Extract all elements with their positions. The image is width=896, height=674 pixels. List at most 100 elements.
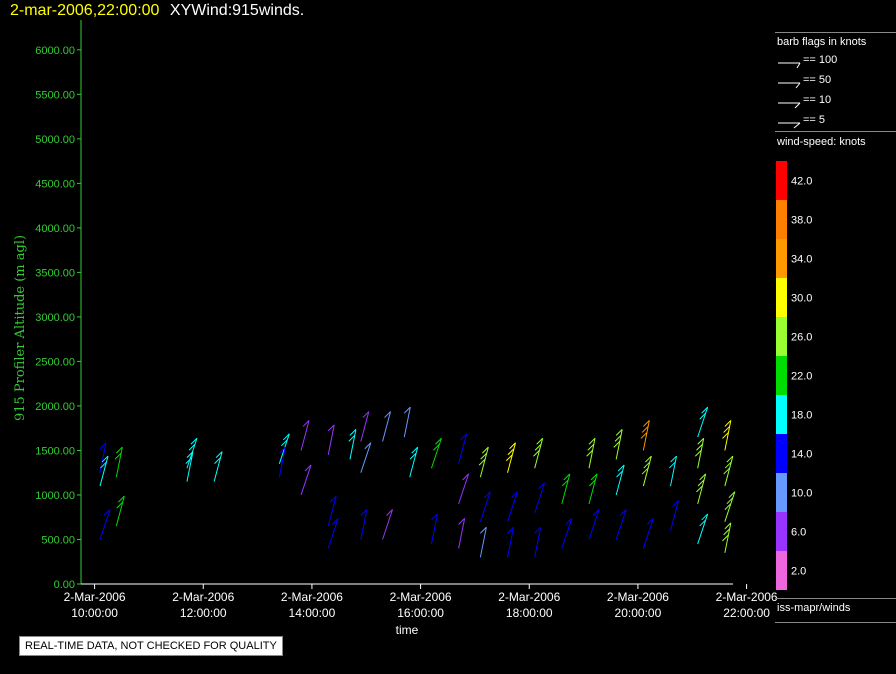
wind-barb	[360, 442, 372, 473]
wind-barb-feather	[186, 451, 194, 458]
wind-barb	[615, 464, 625, 496]
wind-barb-staff	[642, 420, 650, 451]
wind-barb	[458, 473, 470, 505]
x-tick-time: 22:00:00	[723, 606, 770, 620]
colorbar-label: 38.0	[791, 215, 812, 227]
wind-barb-feather	[348, 435, 356, 442]
wind-barb-feather	[100, 461, 107, 469]
wind-barb-staff	[670, 500, 679, 531]
wind-barb-staff	[534, 527, 542, 558]
wind-barb-feather	[114, 452, 122, 460]
y-tick-label: 1500.00	[35, 445, 75, 457]
x-tick-date: 2-Mar-2006	[607, 590, 669, 604]
colorbar-swatch	[776, 395, 787, 434]
wind-barb-feather	[462, 473, 469, 481]
wind-barb-feather	[699, 519, 707, 527]
wind-barb-feather	[327, 424, 335, 432]
wind-barb-staff	[115, 496, 125, 527]
wind-barb-feather	[728, 491, 736, 499]
colorbar-label: 42.0	[791, 176, 812, 188]
y-tick-label: 2000.00	[35, 401, 75, 413]
wind-barb-feather	[101, 455, 109, 463]
colorbar-label: 26.0	[791, 332, 812, 344]
wind-barb-staff	[115, 447, 123, 478]
wind-barb-feather	[349, 429, 357, 436]
wind-barb-feather	[360, 509, 368, 516]
wind-barb	[586, 437, 596, 469]
wind-barb-staff	[588, 473, 598, 504]
wind-barb-staff	[724, 522, 732, 553]
wind-barb	[99, 455, 109, 487]
wind-barb	[722, 420, 732, 451]
x-tick-time: 20:00:00	[615, 606, 662, 620]
colorbar-bottom-divider	[775, 598, 896, 599]
x-tick-time: 14:00:00	[289, 606, 336, 620]
wind-barb-feather	[507, 526, 514, 534]
wind-barb-feather	[480, 452, 488, 460]
wind-barb-feather	[701, 406, 709, 414]
wind-barb	[533, 437, 544, 469]
wind-barb-feather	[478, 458, 486, 466]
colorbar-swatch	[776, 551, 787, 590]
wind-barb-feather	[722, 534, 729, 542]
colorbar-label: 14.0	[791, 449, 812, 461]
wind-barb-feather	[565, 518, 573, 525]
y-tick-label: 0.00	[54, 579, 75, 591]
x-tick-date: 2-Mar-2006	[281, 590, 343, 604]
wind-barb-feather	[190, 437, 198, 445]
wind-barb-staff	[382, 411, 392, 442]
wind-barb-staff	[724, 491, 736, 522]
wind-barb	[360, 411, 370, 442]
wind-barb	[327, 424, 335, 456]
wind-barb-feather	[696, 443, 703, 451]
colorbar-swatch	[776, 278, 787, 317]
y-tick-label: 5500.00	[35, 89, 75, 101]
wind-barb-staff	[479, 447, 489, 478]
wind-barb-feather	[723, 528, 731, 536]
wind-barb-feather	[534, 443, 542, 451]
wind-barb-feather	[723, 426, 731, 433]
wind-barb	[382, 411, 392, 442]
data-source-label: iss-mapr/winds	[777, 602, 851, 614]
wind-barb	[213, 451, 223, 482]
colorbar-label: 30.0	[791, 293, 812, 305]
flag-glyph-barb	[794, 102, 801, 109]
wind-barb-feather	[670, 455, 677, 463]
wind-barb	[696, 473, 707, 504]
wind-barb-feather	[694, 449, 702, 457]
wind-barb-feather	[302, 420, 310, 427]
colorbar-title: wind-speed: knots	[777, 136, 866, 148]
wind-barb-feather	[588, 437, 596, 445]
flag-label-10: == 10	[803, 94, 832, 106]
wind-barb-staff	[186, 451, 194, 482]
wind-barb	[697, 513, 709, 545]
wind-barb	[640, 420, 650, 451]
wind-barb	[561, 473, 571, 504]
wind-barb-feather	[641, 467, 649, 475]
wind-barb-staff	[697, 473, 707, 504]
wind-barb-staff	[507, 527, 515, 558]
wind-barb-feather	[511, 491, 518, 499]
wind-barb	[185, 451, 194, 482]
wind-barb-feather	[364, 442, 372, 450]
wind-barb	[507, 526, 515, 558]
wind-barb	[642, 518, 654, 549]
wind-barb-feather	[644, 455, 652, 463]
colorbar-swatch	[776, 356, 787, 395]
colorbar-label: 10.0	[791, 488, 812, 500]
wind-barb-feather	[479, 526, 487, 534]
wind-barb-staff	[327, 424, 335, 456]
wind-barb	[479, 526, 487, 558]
wind-barb	[697, 406, 709, 438]
colorbar-swatch	[776, 200, 787, 239]
wind-barb	[300, 420, 310, 451]
wind-barb	[360, 509, 368, 540]
wind-barb	[534, 482, 546, 513]
x-tick-date: 2-Mar-2006	[498, 590, 560, 604]
wind-barb	[300, 464, 312, 496]
wind-barb-feather	[214, 457, 221, 464]
wind-barb-feather	[329, 495, 337, 503]
wind-barb-feather	[697, 479, 705, 487]
flag-label-100: == 100	[803, 54, 838, 66]
y-tick-label: 4000.00	[35, 223, 75, 235]
